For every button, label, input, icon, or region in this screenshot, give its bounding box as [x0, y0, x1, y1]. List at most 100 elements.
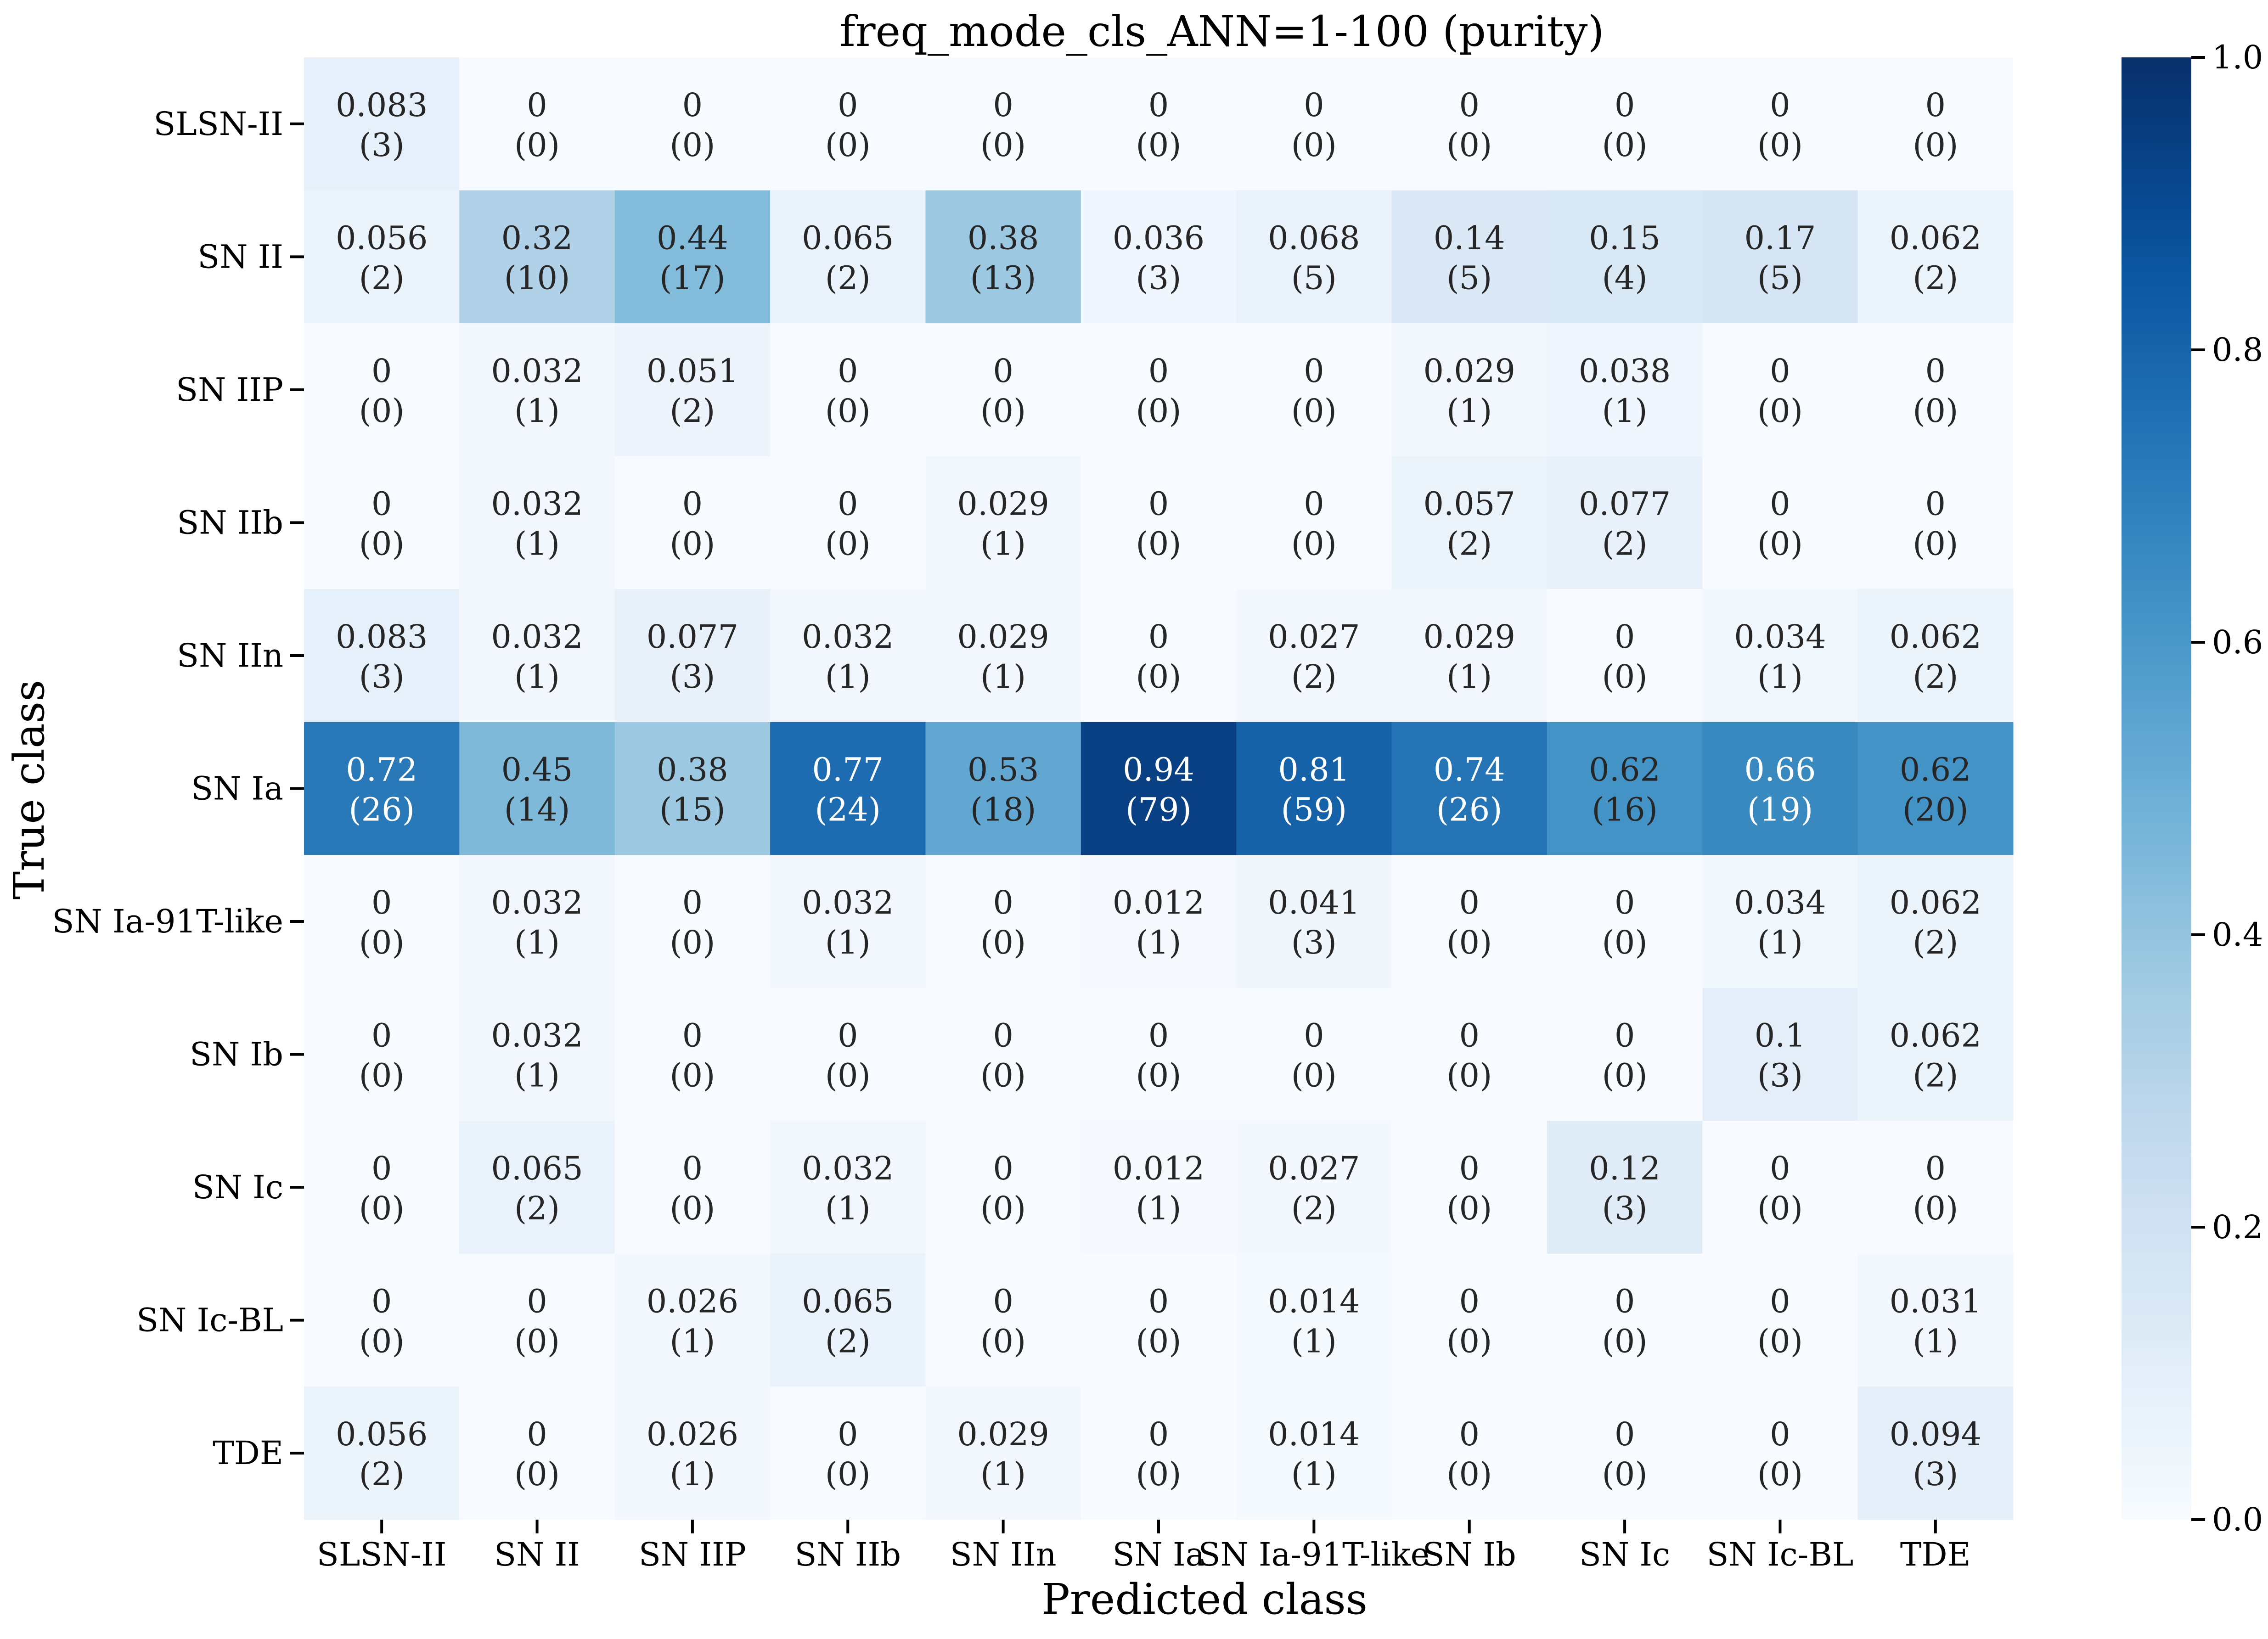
heatmap-cell [304, 323, 460, 457]
heatmap-cell [1391, 722, 1548, 855]
cell-count-label: (3) [359, 126, 405, 164]
cell-count-label: (0) [1291, 126, 1337, 164]
x-tick-label: SN Ic [1579, 1536, 1670, 1573]
cell-count-label: (2) [359, 1455, 405, 1493]
cell-value-label: 0.083 [336, 86, 428, 124]
heatmap-cell [925, 1386, 1081, 1520]
heatmap-cell [1702, 456, 1858, 589]
cell-count-label: (26) [349, 791, 415, 829]
cell-count-label: (0) [670, 525, 715, 562]
cell-value-label: 0 [1304, 1017, 1324, 1055]
cell-count-label: (2) [1913, 658, 1958, 696]
cell-count-label: (1) [825, 1190, 871, 1227]
cell-value-label: 0 [1770, 352, 1790, 390]
cell-count-label: (2) [825, 1323, 871, 1360]
cell-value-label: 0.81 [1278, 751, 1350, 789]
cell-count-label: (0) [1136, 1455, 1181, 1493]
colorbar-tick-label: 0.8 [2212, 331, 2263, 369]
cell-count-label: (0) [359, 1190, 405, 1227]
cell-value-label: 0 [1459, 884, 1480, 921]
heatmap-cell [1391, 456, 1548, 589]
cell-value-label: 0.17 [1745, 219, 1816, 257]
cell-value-label: 0.062 [1890, 1017, 1981, 1055]
cell-value-label: 0.74 [1434, 751, 1505, 789]
cell-value-label: 0.14 [1434, 219, 1505, 257]
cell-value-label: 0.034 [1734, 618, 1826, 656]
cell-value-label: 0 [527, 1415, 547, 1453]
y-tick-label: SN IIn [177, 637, 283, 674]
cell-count-label: (0) [980, 126, 1026, 164]
colorbar-tick-label: 0.6 [2212, 623, 2263, 661]
cell-value-label: 0 [1148, 86, 1169, 124]
cell-value-label: 0 [838, 485, 858, 522]
cell-value-label: 0.53 [968, 751, 1039, 789]
heatmap-cell [1391, 1253, 1548, 1387]
heatmap-cell [1391, 190, 1548, 324]
heatmap-cell [1391, 589, 1548, 723]
cell-value-label: 0 [838, 352, 858, 390]
heatmap-cell [925, 722, 1081, 855]
heatmap-cell [770, 855, 926, 988]
heatmap-cell [1391, 323, 1548, 457]
cell-count-label: (1) [514, 1057, 560, 1095]
cell-value-label: 0.026 [647, 1283, 738, 1320]
cell-count-label: (0) [670, 1057, 715, 1095]
cell-count-label: (0) [1757, 1323, 1803, 1360]
heatmap-cell [614, 722, 771, 855]
cell-value-label: 0.032 [802, 1150, 894, 1187]
cell-count-label: (0) [1602, 658, 1648, 696]
cell-count-label: (0) [1446, 924, 1492, 961]
heatmap-cell [459, 589, 615, 723]
cell-value-label: 0 [371, 352, 392, 390]
heatmap-cell [304, 190, 460, 324]
heatmap-cell [1236, 323, 1392, 457]
x-tick-label: TDE [1900, 1536, 1971, 1573]
cell-count-label: (1) [825, 924, 871, 961]
colorbar-tick-label: 0.0 [2212, 1501, 2263, 1538]
cell-value-label: 0 [838, 1415, 858, 1453]
cell-value-label: 0.026 [647, 1415, 738, 1453]
heatmap-cell [459, 1386, 615, 1520]
cell-value-label: 0.014 [1268, 1415, 1360, 1453]
cell-count-label: (1) [514, 924, 560, 961]
cell-count-label: (0) [1291, 525, 1337, 562]
cell-count-label: (3) [670, 658, 715, 696]
cell-value-label: 0.056 [336, 219, 428, 257]
cell-count-label: (1) [1757, 658, 1803, 696]
heatmap-cell [304, 1121, 460, 1254]
heatmap-cell [1857, 456, 2014, 589]
cell-value-label: 0.034 [1734, 884, 1826, 921]
cell-value-label: 0 [682, 884, 703, 921]
x-tick-label: SN II [494, 1536, 580, 1573]
cell-count-label: (4) [1602, 259, 1648, 297]
cell-count-label: (2) [1913, 924, 1958, 961]
heatmap-cell [1081, 855, 1237, 988]
cell-value-label: 0.77 [812, 751, 884, 789]
heatmap-cell [1547, 722, 1703, 855]
cell-count-label: (13) [970, 259, 1036, 297]
heatmap-cell [1547, 190, 1703, 324]
colorbar-tick-label: 0.2 [2212, 1208, 2263, 1246]
cell-count-label: (0) [1136, 392, 1181, 430]
cell-value-label: 0.032 [491, 1017, 583, 1055]
heatmap-cell [925, 589, 1081, 723]
x-tick-label: SN Ia-91T-like [1199, 1536, 1430, 1573]
heatmap-cell [1702, 589, 1858, 723]
heatmap-cell [614, 855, 771, 988]
cell-count-label: (0) [359, 392, 405, 430]
cell-count-label: (0) [1291, 392, 1337, 430]
cell-count-label: (0) [514, 1455, 560, 1493]
cell-count-label: (59) [1281, 791, 1347, 829]
cell-count-label: (0) [1136, 525, 1181, 562]
cell-count-label: (19) [1747, 791, 1813, 829]
x-tick-label: SN Ib [1423, 1536, 1516, 1573]
cell-count-label: (1) [980, 1455, 1026, 1493]
cell-count-label: (3) [1757, 1057, 1803, 1095]
cell-value-label: 0 [371, 1017, 392, 1055]
cell-value-label: 0 [993, 1150, 1013, 1187]
cell-count-label: (0) [980, 924, 1026, 961]
heatmap-cell [1547, 1121, 1703, 1254]
cell-value-label: 0 [1304, 485, 1324, 522]
cell-value-label: 0.014 [1268, 1283, 1360, 1320]
